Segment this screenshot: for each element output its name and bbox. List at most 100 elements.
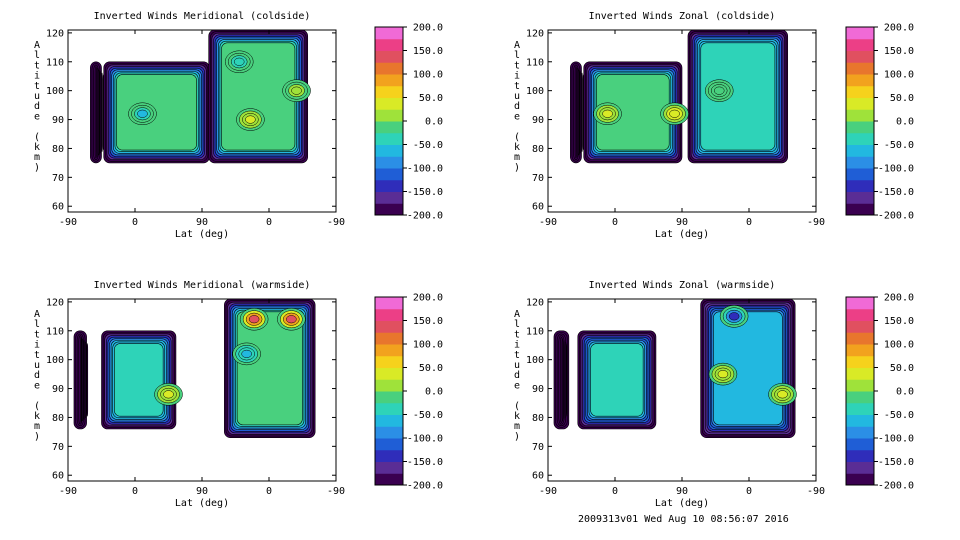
x-tick-label: -90: [539, 486, 557, 497]
colorbar-segment: [846, 156, 874, 169]
y-axis-label-char: i: [514, 71, 520, 82]
colorbar-tick-label: 200.0: [413, 293, 443, 304]
colorbar-tick-label: 200.0: [884, 23, 914, 34]
y-axis-label-char: k: [514, 411, 520, 422]
colorbar-segment: [375, 344, 403, 357]
contour-field-1-level-7: [579, 71, 582, 154]
colorbar-tick-label: -200.0: [407, 481, 443, 492]
colorbar-tick-label: -50.0: [413, 410, 443, 421]
chart-panel-3: Inverted Winds Meridional (warmside) -90 0…: [34, 280, 443, 509]
y-tick-label: 80: [532, 413, 544, 424]
y-axis-label-char: A: [514, 309, 520, 320]
colorbar-tick-label: 0.0: [425, 387, 443, 398]
colorbar-segment: [846, 308, 874, 321]
contour-field-1-level-7: [99, 71, 102, 154]
y-tick-label: 60: [532, 471, 544, 482]
y-tick-label: 120: [526, 28, 544, 39]
x-tick-label: 0: [746, 217, 752, 228]
colorbar-tick-label: -100.0: [407, 434, 443, 445]
colorbar-segment: [375, 168, 403, 181]
x-tick-label: -90: [59, 486, 77, 497]
y-tick-label: 70: [52, 173, 64, 184]
colorbar-segment: [375, 449, 403, 462]
x-tick-label: 0: [266, 217, 272, 228]
colorbar-segment: [846, 179, 874, 192]
y-axis-label-char: A: [514, 40, 520, 51]
contour-field-1-level-6: [81, 338, 84, 422]
colorbar-segment: [375, 355, 403, 368]
y-tick-label: 100: [46, 355, 64, 366]
y-axis-label-char: ): [514, 162, 520, 173]
contour-feature-2: [245, 115, 256, 124]
colorbar-segment: [846, 203, 874, 216]
contour-feature-4: [233, 57, 245, 66]
x-tick-label: 90: [676, 486, 688, 497]
y-tick-label: 70: [52, 442, 64, 453]
contour-field-2-level-9: [590, 343, 644, 417]
colorbar-tick-label: -150.0: [407, 457, 443, 468]
y-axis-label-char: i: [34, 340, 40, 351]
y-tick-label: 110: [46, 326, 64, 337]
colorbar-segment: [375, 367, 403, 380]
colorbar-segment: [375, 121, 403, 134]
colorbar-segment: [846, 414, 874, 427]
y-tick-label: 100: [526, 355, 544, 366]
colorbar: 200.0 150.0 100.0 50.0 0.0 -50.0 -100.0 -150.0 -…: [845, 293, 914, 492]
contour-feature-2: [669, 109, 680, 118]
y-axis-label-char: (: [514, 132, 520, 143]
colorbar-tick-label: -100.0: [407, 164, 443, 175]
colorbar-segment: [375, 62, 403, 75]
chart-title: Inverted Winds Meridional (warmside): [94, 280, 311, 291]
colorbar-segment: [375, 50, 403, 63]
y-axis-label-char: l: [514, 50, 520, 61]
colorbar-segment: [375, 332, 403, 345]
colorbar-segment: [375, 38, 403, 51]
chart-panel-1: Inverted Winds Meridional (coldside) -90 0…: [34, 11, 443, 240]
y-axis-label-char: k: [514, 142, 520, 153]
colorbar-tick-label: 0.0: [425, 117, 443, 128]
plot-area: [73, 299, 316, 438]
contour-feature-1: [137, 109, 148, 118]
x-tick-label: -90: [807, 217, 825, 228]
colorbar-segment: [846, 391, 874, 404]
contour-feature-2: [248, 315, 260, 324]
contour-field-1-level-5: [80, 336, 82, 423]
colorbar-segment: [375, 426, 403, 439]
y-axis-label-char: t: [34, 350, 40, 361]
y-axis-label-char: e: [514, 380, 520, 391]
y-tick-label: 110: [46, 57, 64, 68]
colorbar-tick-label: -50.0: [884, 140, 914, 151]
chart-panel-4: Inverted Winds Zonal (warmside) -90 0 90 0 -9…: [514, 280, 914, 509]
y-tick-label: 80: [532, 144, 544, 155]
contour-feature-3: [286, 315, 297, 324]
colorbar-tick-label: 100.0: [884, 340, 914, 351]
y-axis-label-char: m: [34, 152, 40, 163]
colorbar-segment: [375, 391, 403, 404]
colorbar-tick-label: -150.0: [878, 457, 914, 468]
colorbar-tick-label: 100.0: [413, 70, 443, 81]
y-axis-label-char: i: [34, 71, 40, 82]
contour-field-1-level-9: [86, 343, 89, 417]
y-axis-label-char: d: [514, 370, 520, 381]
x-axis-label: Lat (deg): [175, 229, 229, 240]
y-axis-label-char: u: [514, 360, 520, 371]
y-tick-label: 70: [532, 173, 544, 184]
y-tick-label: 100: [46, 86, 64, 97]
colorbar-tick-label: 200.0: [884, 293, 914, 304]
contour-field-1-level-6: [561, 338, 564, 422]
y-tick-label: 90: [52, 384, 64, 395]
y-tick-label: 90: [532, 384, 544, 395]
colorbar-tick-label: 150.0: [884, 46, 914, 57]
colorbar-segment: [375, 27, 403, 40]
y-axis-label-char: t: [514, 81, 520, 92]
colorbar-tick-label: 100.0: [413, 340, 443, 351]
colorbar-segment: [846, 379, 874, 392]
y-tick-label: 120: [46, 28, 64, 39]
x-axis-label: Lat (deg): [175, 498, 229, 509]
contour-field-3-level-9: [236, 311, 303, 426]
y-axis-label-char: u: [514, 91, 520, 102]
colorbar-segment: [375, 144, 403, 157]
x-tick-label: -90: [327, 217, 345, 228]
colorbar-segment: [846, 38, 874, 51]
colorbar-segment: [375, 297, 403, 310]
